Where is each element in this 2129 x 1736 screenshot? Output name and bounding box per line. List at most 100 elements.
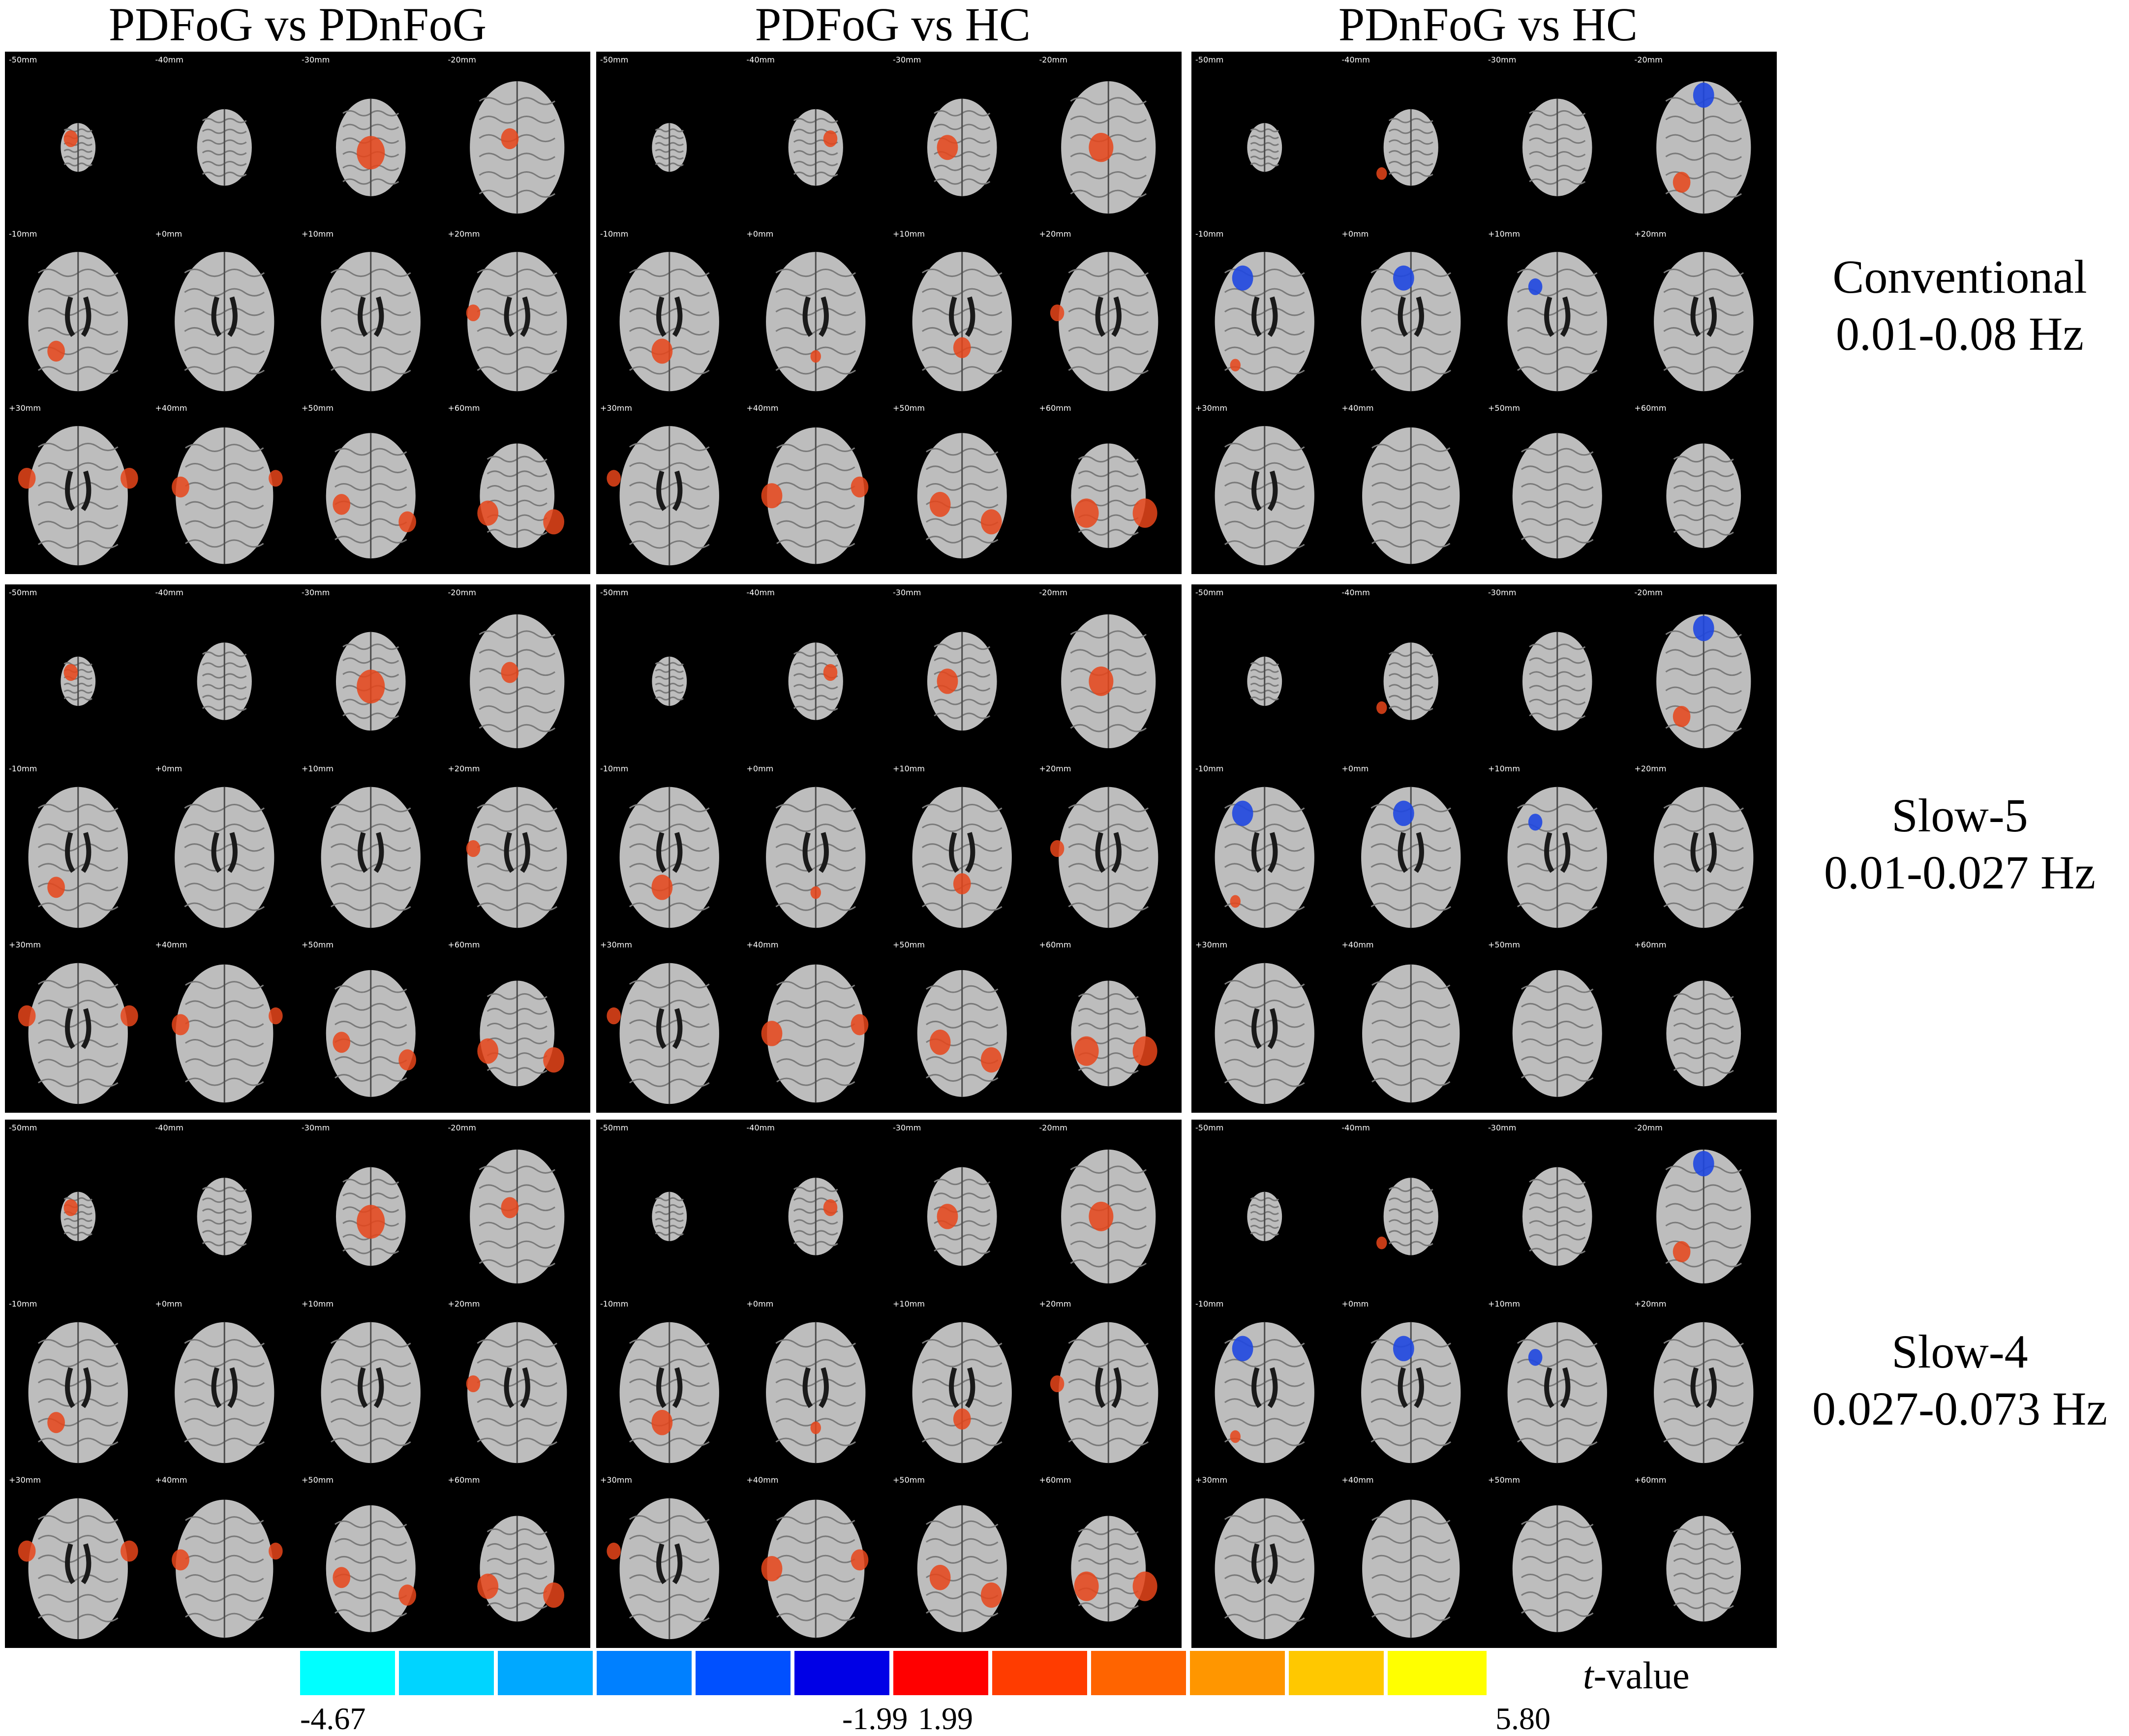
axial-slice [61, 123, 96, 172]
slice-label: -40mm [747, 588, 775, 597]
axial-slice [1507, 1322, 1607, 1463]
row-label-slow4: Slow-4 0.027-0.073 Hz [1791, 1323, 2129, 1437]
axial-slice [477, 980, 565, 1087]
slice-label: +40mm [1342, 403, 1374, 413]
slice-label: -50mm [9, 1123, 37, 1132]
axial-slice [1247, 123, 1282, 172]
slice-label: +60mm [1039, 403, 1071, 413]
slice-label: -10mm [9, 764, 37, 773]
axial-slice [1512, 433, 1602, 559]
colorbar-segment [1091, 1651, 1190, 1695]
slice-label: -50mm [600, 1123, 628, 1132]
slice-label: -20mm [1635, 588, 1663, 597]
slice-label: -20mm [1039, 55, 1067, 64]
axial-slice [470, 81, 565, 214]
slice-label: -30mm [893, 55, 921, 64]
slice-label: -20mm [448, 1123, 476, 1132]
axial-slice [28, 1322, 128, 1463]
axial-slice [172, 427, 283, 564]
axial-slice [335, 632, 406, 731]
slice-label: +20mm [1635, 1299, 1667, 1309]
slice-label: -50mm [600, 588, 628, 597]
axial-slice [466, 252, 567, 392]
axial-slice [321, 1322, 421, 1463]
panel-slow4-pdfog-vs-pdnfog: -50mm -40mm -30mm -20mm -10mm +0mm +10mm +20mm +… [5, 1120, 590, 1648]
axial-slice [917, 970, 1007, 1097]
slice-label: +20mm [1635, 764, 1667, 773]
brain-slices: -50mm -40mm -30mm -20mm -10mm +0mm +10mm +20mm +… [9, 1123, 567, 1640]
slice-label: -30mm [302, 588, 330, 597]
colorbar-segment [992, 1651, 1091, 1695]
axial-slice [1050, 787, 1158, 928]
slice-label: +20mm [1635, 229, 1667, 239]
slice-label: +10mm [893, 764, 925, 773]
axial-slice [619, 787, 719, 928]
slice-label: -20mm [1039, 588, 1067, 597]
axial-slice [197, 109, 252, 186]
axial-slice [1512, 1505, 1602, 1632]
slice-label: -50mm [9, 588, 37, 597]
slice-label: +30mm [1195, 1475, 1227, 1485]
axial-slice [1215, 787, 1314, 928]
axial-slice [1522, 1167, 1592, 1266]
brain-slices: -50mm -40mm -30mm -20mm -10mm +0mm +10mm +20mm +… [600, 588, 1158, 1104]
axial-slice [1050, 1322, 1158, 1463]
axial-slice [18, 1498, 138, 1640]
slice-label: +30mm [1195, 940, 1227, 949]
axial-slice [1362, 427, 1460, 564]
colorbar-segment [1190, 1651, 1289, 1695]
colorbar-title-italic: t [1583, 1654, 1594, 1697]
axial-slice [1215, 1498, 1314, 1640]
row-label-conventional-band: 0.01-0.08 Hz [1836, 307, 2084, 360]
axial-slice [1507, 787, 1607, 928]
slice-label: +20mm [448, 229, 480, 239]
axial-slice [607, 963, 719, 1104]
colorbar-segment [893, 1651, 992, 1695]
brain-slices: -50mm -40mm -30mm -20mm -10mm +0mm +10mm +20mm +… [600, 55, 1158, 566]
slice-label: +60mm [1635, 940, 1667, 949]
axial-slice [1215, 963, 1314, 1104]
row-label-slow5-band: 0.01-0.027 Hz [1824, 846, 2096, 899]
row-label-slow4-band: 0.027-0.073 Hz [1812, 1382, 2107, 1435]
axial-slice [766, 252, 866, 392]
axial-slice [1050, 252, 1158, 392]
slice-label: +10mm [1488, 229, 1520, 239]
axial-slice [326, 1505, 416, 1632]
slice-label: +30mm [600, 1475, 632, 1485]
axial-slice [470, 1149, 565, 1283]
slice-label: +50mm [1488, 403, 1520, 413]
slice-label: -20mm [1039, 1123, 1067, 1132]
panel-slow5-pdfog-vs-hc: -50mm -40mm -30mm -20mm -10mm +0mm +10mm +20mm +… [596, 584, 1182, 1113]
slice-label: +40mm [155, 1475, 187, 1485]
axial-slice [619, 1322, 719, 1463]
slice-label: -40mm [1342, 1123, 1370, 1132]
axial-slice [197, 1178, 252, 1255]
slice-label: -20mm [448, 588, 476, 597]
axial-slice [477, 443, 565, 548]
axial-slice [326, 970, 416, 1097]
slice-label: -40mm [747, 55, 775, 64]
slice-label: +60mm [1039, 940, 1071, 949]
axial-slice [1522, 632, 1592, 731]
axial-slice [1215, 252, 1314, 392]
slice-label: +30mm [1195, 403, 1227, 413]
axial-slice [18, 963, 138, 1104]
axial-slice [619, 252, 719, 392]
axial-slice [917, 1505, 1007, 1632]
slice-label: -10mm [1195, 764, 1223, 773]
slice-label: -50mm [1195, 55, 1223, 64]
axial-slice [175, 252, 274, 392]
slice-label: +30mm [9, 940, 41, 949]
slice-label: +20mm [448, 1299, 480, 1309]
axial-slice [1376, 109, 1438, 186]
colorbar-neg-threshold-label: -1.99 [842, 1701, 908, 1736]
axial-slice [912, 787, 1012, 928]
slice-label: +40mm [747, 1475, 779, 1485]
axial-slice [1376, 642, 1438, 720]
colorbar-segment [1289, 1651, 1388, 1695]
axial-slice [477, 1516, 565, 1622]
axial-slice [1362, 964, 1460, 1103]
axial-slice [761, 1499, 869, 1638]
axial-slice [1361, 1322, 1461, 1463]
axial-slice [335, 98, 406, 196]
